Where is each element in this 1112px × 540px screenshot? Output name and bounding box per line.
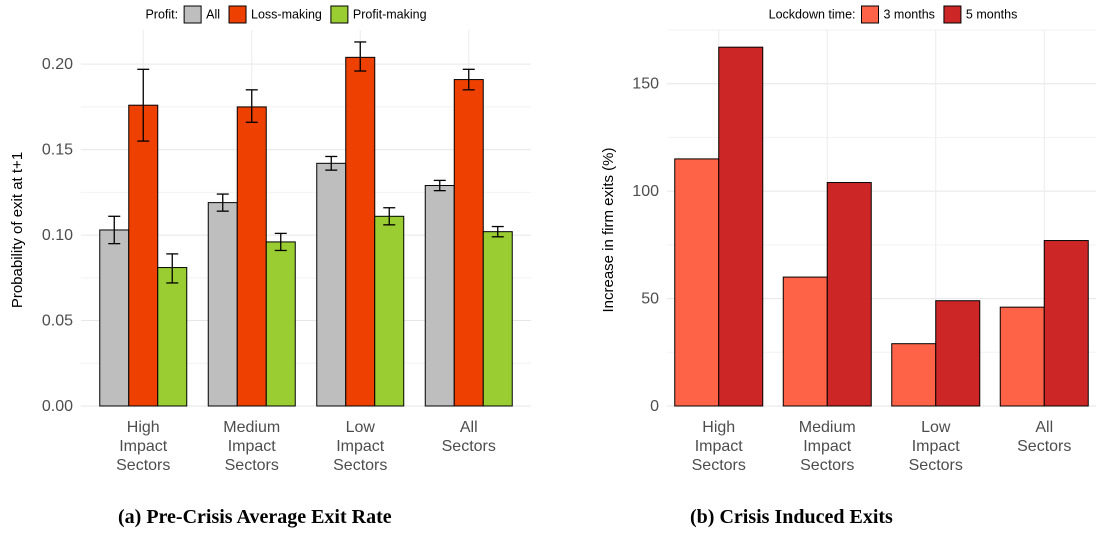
chart-a: 0.00 0.05 0.10 0.15 0.20 High Impact Sectors Med… xyxy=(9,5,531,474)
error-bar xyxy=(354,41,367,72)
error-bar xyxy=(383,207,396,226)
bar xyxy=(265,241,296,407)
bar xyxy=(207,202,238,407)
y-axis-title: Increase in firm exits (%) xyxy=(600,147,617,312)
y-tick-label: 0 xyxy=(650,398,659,415)
bar xyxy=(482,231,513,407)
x-tick-label: All Sectors xyxy=(442,419,496,455)
caption-a: (a) Pre-Crisis Average Exit Rate xyxy=(118,506,392,528)
error-bar xyxy=(245,89,258,123)
bar xyxy=(891,343,937,407)
legend-swatch xyxy=(861,5,880,24)
legend-label: All xyxy=(206,8,220,22)
bar xyxy=(1043,240,1089,407)
bar xyxy=(236,106,267,407)
legend: Lockdown time: 3 months 5 months xyxy=(769,5,1017,24)
error-bar xyxy=(137,68,150,142)
legend: Profit: All Loss-making Profit-making xyxy=(145,5,427,24)
legend-swatch xyxy=(228,5,247,24)
error-bar xyxy=(325,155,338,171)
legend-swatch xyxy=(943,5,962,24)
x-tick-label: Low Impact Sectors xyxy=(909,419,963,474)
bar xyxy=(782,276,828,407)
error-bar xyxy=(462,68,475,91)
x-tick-label: Medium Impact Sectors xyxy=(223,419,280,474)
chart-b: 0 50 100 150 High Impact Sectors Medium Impact Se… xyxy=(600,5,1096,474)
x-tick-label: Medium Impact Sectors xyxy=(799,419,856,474)
legend-title: Profit: xyxy=(145,8,178,22)
error-bar xyxy=(433,179,446,192)
y-tick-label: 100 xyxy=(632,183,659,200)
bar xyxy=(826,182,872,407)
x-tick-label: All Sectors xyxy=(1017,419,1071,455)
legend-title: Lockdown time: xyxy=(769,8,856,22)
x-tick-label: High Impact Sectors xyxy=(692,419,746,474)
y-tick-label: 0.15 xyxy=(42,142,73,159)
bar xyxy=(424,185,455,407)
legend-label: 5 months xyxy=(966,8,1017,22)
x-tick-label: High Impact Sectors xyxy=(116,419,170,474)
error-bar xyxy=(491,225,504,238)
bar xyxy=(157,267,188,407)
bar xyxy=(316,162,347,407)
legend-swatch xyxy=(183,5,202,24)
caption-b: (b) Crisis Induced Exits xyxy=(690,506,893,528)
bar xyxy=(374,215,405,407)
legend-label: Profit-making xyxy=(353,8,427,22)
legend-label: Loss-making xyxy=(251,8,322,22)
error-bar xyxy=(274,232,287,252)
error-bar xyxy=(166,253,179,284)
error-bar xyxy=(108,215,121,245)
legend-label: 3 months xyxy=(884,8,935,22)
y-tick-label: 150 xyxy=(632,76,659,93)
error-bar xyxy=(216,193,229,212)
bar xyxy=(128,104,159,407)
y-tick-label: 0.20 xyxy=(42,56,73,73)
y-tick-label: 0.00 xyxy=(42,398,73,415)
bar xyxy=(935,300,981,407)
y-axis-title: Probability of exit at t+1 xyxy=(9,152,26,308)
y-tick-label: 50 xyxy=(641,291,659,308)
bar xyxy=(99,229,130,407)
y-tick-label: 0.05 xyxy=(42,313,73,330)
bar xyxy=(453,79,484,407)
bar xyxy=(999,306,1045,407)
x-tick-label: Low Impact Sectors xyxy=(333,419,387,474)
bar xyxy=(345,56,376,407)
bar xyxy=(718,46,764,407)
bar xyxy=(674,158,720,407)
legend-swatch xyxy=(330,5,349,24)
y-tick-label: 0.10 xyxy=(42,227,73,244)
